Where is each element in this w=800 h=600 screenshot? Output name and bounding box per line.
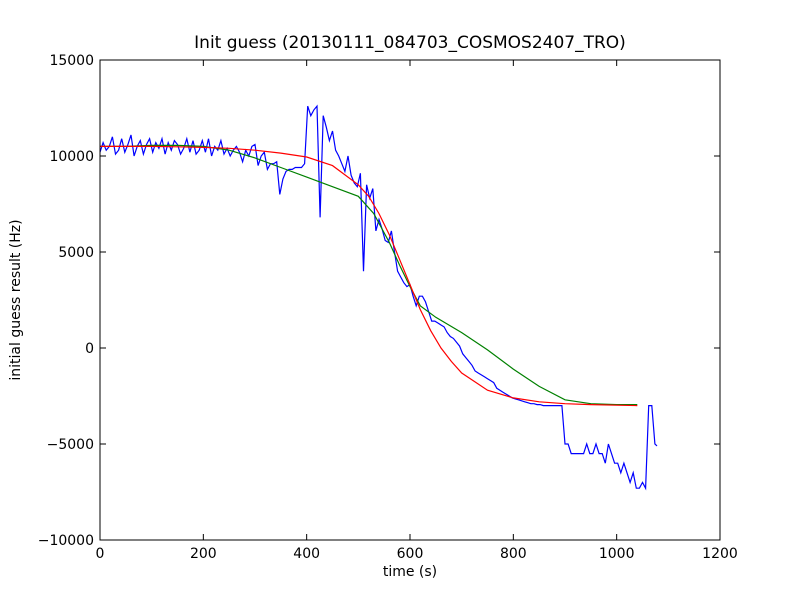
series-fit-red-line [100,145,638,407]
y-tick-label: 15000 [49,53,94,69]
y-tick-label: −10000 [38,533,94,549]
y-tick-label: −5000 [47,437,94,453]
y-axis-label: initial guess result (Hz) [8,219,24,380]
x-tick-label: 1000 [599,546,635,562]
x-tick-label: 1200 [702,546,738,562]
x-tick-label: 400 [293,546,320,562]
x-axis-label: time (s) [383,564,437,580]
plot-lines [99,104,658,491]
y-tick-label: 10000 [49,149,94,165]
y-axis: −10000 −5000 0 5000 10000 15000 [38,53,720,549]
x-tick-label: 800 [500,546,527,562]
series-fit-green-line [100,144,638,406]
y-tick-label: 0 [85,341,94,357]
x-tick-label: 0 [96,546,105,562]
series-measured-line [99,104,658,491]
x-tick-label: 200 [190,546,217,562]
y-tick-label: 5000 [58,245,94,261]
chart-title: Init guess (20130111_084703_COSMOS2407_T… [194,33,626,53]
x-axis: 0 200 400 600 800 1000 1200 [96,60,738,562]
x-tick-label: 600 [397,546,424,562]
